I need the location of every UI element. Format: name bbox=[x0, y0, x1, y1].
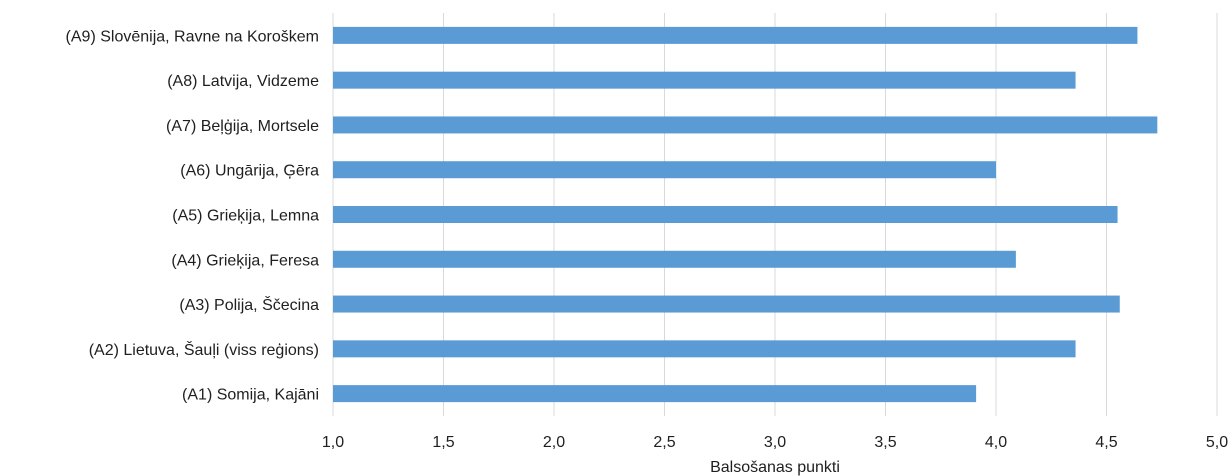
bars bbox=[333, 26, 1158, 403]
category-label: (A4) Grieķija, Feresa bbox=[171, 252, 319, 269]
x-tick-label: 1,0 bbox=[322, 434, 344, 451]
category-label: (A8) Latvija, Vidzeme bbox=[167, 73, 319, 90]
x-tick-label: 1,5 bbox=[432, 434, 454, 451]
bar bbox=[333, 26, 1138, 44]
x-tick-label: 2,0 bbox=[543, 434, 565, 451]
x-tick-label: 3,5 bbox=[874, 434, 896, 451]
bar bbox=[333, 71, 1076, 89]
category-label: (A1) Somija, Kajāni bbox=[182, 387, 319, 404]
x-tick-labels: 1,0 1,5 2,0 2,5 3,0 3,5 4,0 4,5 5,0 bbox=[322, 434, 1228, 451]
category-label: (A3) Polija, Ščecina bbox=[179, 295, 319, 314]
category-label: (A7) Beļģija, Mortsele bbox=[166, 117, 319, 135]
x-axis-title: Balsošanas punkti bbox=[710, 459, 840, 476]
bar bbox=[333, 385, 977, 403]
bar bbox=[333, 295, 1120, 313]
x-tick-label: 5,0 bbox=[1206, 434, 1228, 451]
category-labels: (A9) Slovēnija, Ravne na Koroškem (A8) La… bbox=[66, 28, 320, 403]
bar bbox=[333, 161, 996, 179]
x-tick-label: 2,5 bbox=[653, 434, 675, 451]
category-label: (A6) Ungārija, Ģēra bbox=[180, 163, 319, 180]
x-tick-label: 4,5 bbox=[1095, 434, 1117, 451]
bar bbox=[333, 116, 1158, 134]
category-label: (A5) Grieķija, Lemna bbox=[172, 208, 319, 225]
bar bbox=[333, 340, 1076, 358]
category-label: (A9) Slovēnija, Ravne na Koroškem bbox=[66, 28, 319, 45]
x-tick-label: 4,0 bbox=[985, 434, 1007, 451]
x-tick-label: 3,0 bbox=[764, 434, 786, 451]
bar bbox=[333, 206, 1118, 223]
category-label: (A2) Lietuva, Šauļi (viss reģions) bbox=[89, 340, 319, 359]
bar bbox=[333, 250, 1016, 268]
